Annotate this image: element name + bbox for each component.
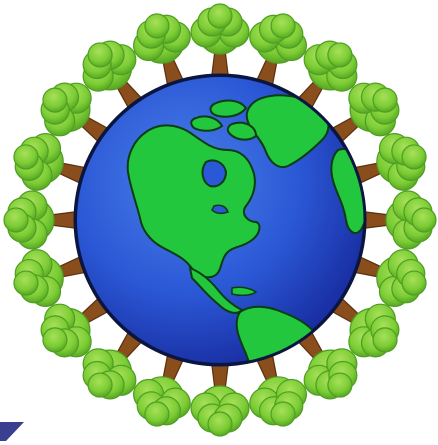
tree-icon	[13, 132, 93, 191]
south-america	[235, 305, 320, 364]
corner-triangle-icon	[0, 422, 24, 441]
tree-foliage	[207, 3, 233, 29]
tree-foliage	[13, 270, 39, 296]
tree-foliage	[270, 13, 296, 39]
tree-icon	[40, 82, 115, 148]
tree-foliage	[401, 270, 427, 296]
tree-icon	[190, 3, 250, 83]
tree-foliage	[327, 372, 353, 398]
tree-icon	[347, 249, 427, 308]
tree-icon	[357, 190, 437, 250]
earth-globe-icon	[73, 73, 367, 367]
tree-icon	[249, 13, 308, 93]
tree-foliage	[372, 87, 398, 113]
tree-foliage	[372, 327, 398, 353]
great-lakes	[211, 204, 229, 215]
tree-icon	[132, 13, 191, 93]
hudson-bay	[201, 159, 228, 188]
tree-foliage	[207, 411, 233, 437]
tree-foliage	[87, 372, 113, 398]
arctic-island-3	[226, 121, 258, 141]
tree-ring	[3, 3, 437, 437]
tree-foliage	[3, 207, 29, 233]
tree-foliage	[144, 401, 170, 427]
tree-foliage	[411, 207, 437, 233]
tree-foliage	[13, 144, 39, 170]
tree-icon	[82, 325, 148, 400]
tree-icon	[325, 292, 400, 358]
tree-icon	[190, 357, 250, 437]
tree-foliage	[42, 87, 68, 113]
tree-icon	[347, 132, 427, 191]
tree-icon	[3, 190, 83, 250]
arctic-island-1	[209, 99, 248, 118]
tree-foliage	[401, 144, 427, 170]
tree-foliage	[87, 42, 113, 68]
tree-foliage	[327, 42, 353, 68]
north-america	[126, 124, 261, 279]
tree-foliage	[42, 327, 68, 353]
globe-rim	[73, 73, 367, 367]
tree-icon	[325, 82, 400, 148]
continents	[126, 94, 364, 364]
caribbean-islands	[231, 286, 258, 297]
tree-foliage	[270, 401, 296, 427]
tree-foliage	[144, 13, 170, 39]
arctic-island-2	[190, 115, 224, 132]
tree-icon	[249, 347, 308, 427]
tree-icon	[132, 347, 191, 427]
tree-icon	[292, 325, 358, 400]
